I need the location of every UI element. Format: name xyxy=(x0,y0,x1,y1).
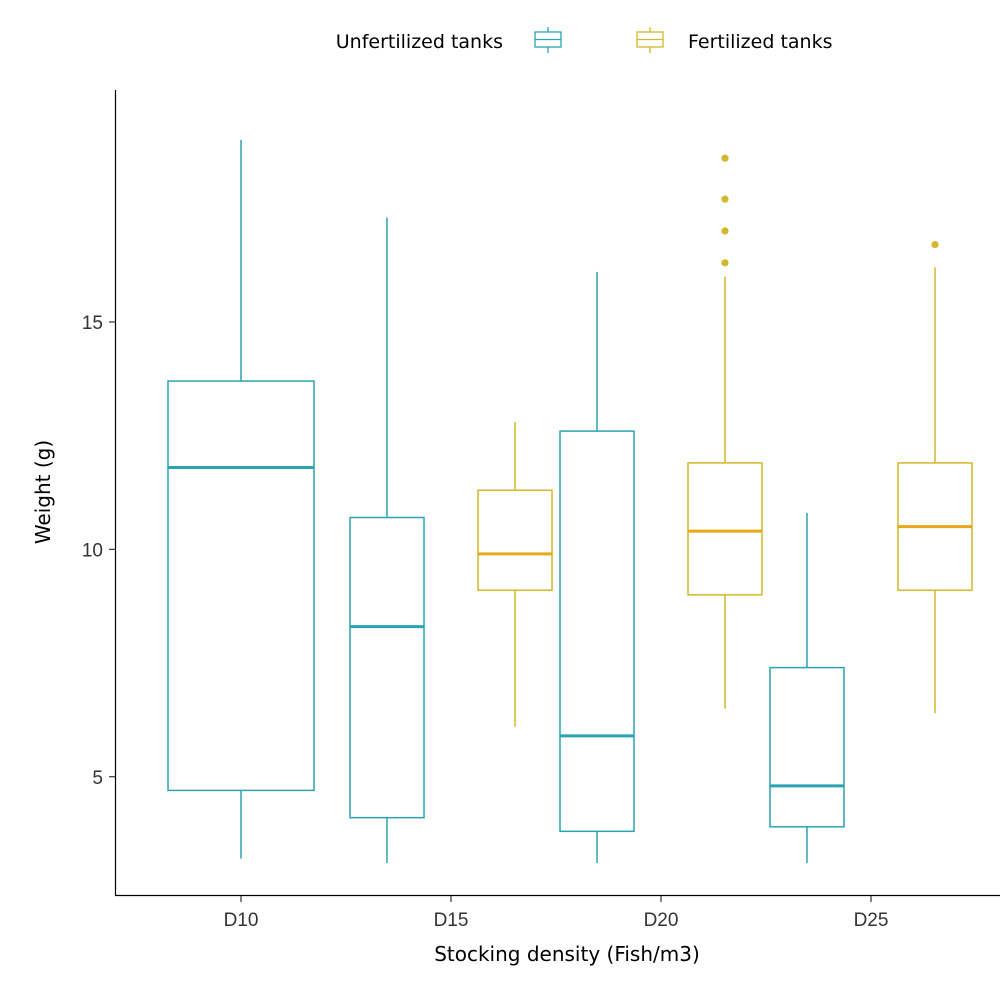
x-axis-title: Stocking density (Fish/m3) xyxy=(434,942,700,966)
legend-label-unfertilized: Unfertilized tanks xyxy=(336,31,503,53)
legend: Unfertilized tanks Fertilized tanks xyxy=(336,27,832,53)
iqr-box xyxy=(167,380,315,792)
y-tick-label: 5 xyxy=(92,768,103,789)
outlier-point xyxy=(721,227,729,235)
box-unfertilized-tanks-d10 xyxy=(167,140,315,859)
x-tick-label: D20 xyxy=(644,910,679,931)
legend-key-fertilized xyxy=(636,27,664,53)
iqr-box xyxy=(477,489,553,592)
x-ticks: D10 D15 D20 D25 xyxy=(224,896,889,931)
outlier-point xyxy=(721,154,729,162)
x-tick-label: D25 xyxy=(854,910,889,931)
plot-area xyxy=(167,140,973,864)
iqr-box xyxy=(769,666,845,828)
y-axis-title: Weight (g) xyxy=(31,440,55,544)
y-tick-label: 10 xyxy=(82,540,103,561)
box-fertilized-tanks-d15 xyxy=(477,422,553,727)
outlier-point xyxy=(721,259,729,267)
box-unfertilized-tanks-d15 xyxy=(349,217,425,864)
y-tick-label: 15 xyxy=(82,313,103,334)
box-fertilized-tanks-d20 xyxy=(687,154,763,709)
legend-key-unfertilized xyxy=(534,27,562,53)
x-tick-label: D15 xyxy=(434,910,469,931)
box-unfertilized-tanks-d20 xyxy=(559,271,635,864)
outlier-point xyxy=(931,241,939,249)
y-ticks: 5 10 15 xyxy=(82,313,115,789)
x-tick-label: D10 xyxy=(224,910,259,931)
iqr-box xyxy=(687,462,763,596)
iqr-box xyxy=(559,430,635,833)
box-fertilized-tanks-d25 xyxy=(897,241,973,714)
outlier-point xyxy=(721,195,729,203)
iqr-box xyxy=(349,516,425,819)
box-unfertilized-tanks-d25 xyxy=(769,512,845,864)
legend-label-fertilized: Fertilized tanks xyxy=(688,31,832,53)
